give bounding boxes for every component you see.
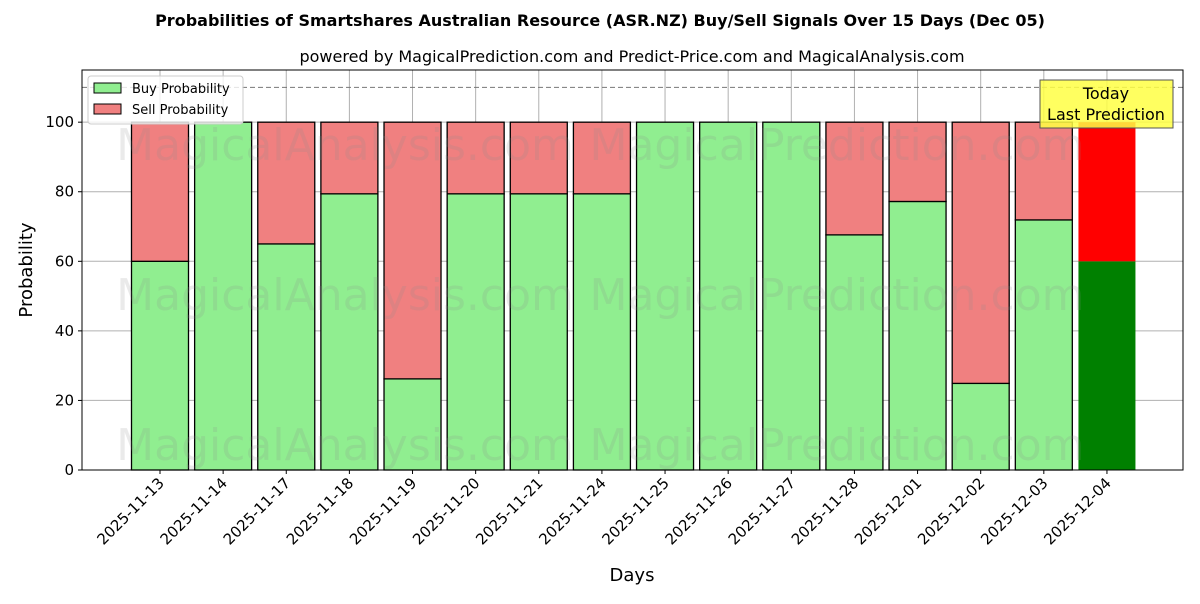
legend-sell-label: Sell Probability xyxy=(132,103,229,118)
legend: Buy Probability Sell Probability xyxy=(87,75,244,125)
watermark: MagicalAnalysis.com xyxy=(116,420,574,471)
y-tick-label: 40 xyxy=(55,322,74,340)
x-tick-label: 2025-12-03 xyxy=(977,474,1051,548)
x-tick-label: 2025-12-01 xyxy=(851,474,925,548)
legend-buy-label: Buy Probability xyxy=(132,82,230,97)
buy-bar xyxy=(1078,261,1136,470)
buy-bar xyxy=(699,121,758,471)
x-axis-label: Days xyxy=(610,565,655,586)
sell-bar xyxy=(383,121,442,380)
annotation-today: Today xyxy=(1082,84,1129,103)
today-annotation: Today Last Prediction xyxy=(1039,79,1174,129)
x-tick-label: 2025-11-17 xyxy=(220,474,294,548)
sell-bar xyxy=(951,121,1010,385)
x-tick-label: 2025-12-02 xyxy=(914,474,988,548)
buy-bar xyxy=(1014,219,1073,471)
sell-bar xyxy=(888,121,947,203)
sell-bar xyxy=(572,121,632,195)
buy-bar xyxy=(320,193,379,471)
sell-bar xyxy=(1078,122,1136,262)
watermark: MagicalPrediction.com xyxy=(590,270,1085,321)
x-tick-label: 2025-11-25 xyxy=(598,474,672,548)
buy-bar xyxy=(635,121,695,471)
x-tick-label: 2025-11-28 xyxy=(788,474,862,548)
sell-bar xyxy=(1014,121,1073,221)
x-tick-label: 2025-11-19 xyxy=(346,474,420,548)
buy-bar xyxy=(888,200,947,471)
plot-frame xyxy=(81,69,1184,471)
y-axis-label: Probability xyxy=(16,222,37,317)
buy-bar xyxy=(446,193,505,471)
sell-bar xyxy=(446,121,505,195)
x-tick-label: 2025-11-21 xyxy=(472,474,546,548)
buy-bar xyxy=(509,193,568,471)
buy-bar xyxy=(193,121,253,471)
x-tick-label: 2025-11-13 xyxy=(93,474,167,548)
buy-bar xyxy=(825,234,884,471)
x-tick-label: 2025-11-24 xyxy=(535,474,609,548)
watermark: MagicalAnalysis.com xyxy=(116,270,574,321)
x-tick-label: 2025-11-26 xyxy=(662,474,736,548)
sell-bar xyxy=(825,121,884,236)
chart-title: Probabilities of Smartshares Australian … xyxy=(155,11,1045,30)
x-tick-label: 2025-11-18 xyxy=(283,474,357,548)
watermark: MagicalAnalysis.com xyxy=(116,120,574,171)
buy-bar xyxy=(762,121,821,471)
sell-bar xyxy=(320,121,379,195)
x-tick-label: 2025-12-04 xyxy=(1040,474,1114,548)
y-tick-label: 80 xyxy=(55,183,74,201)
x-tick-label: 2025-11-27 xyxy=(725,474,799,548)
buy-bar xyxy=(572,193,632,471)
x-tick-label: 2025-11-14 xyxy=(157,474,231,548)
legend-sell-swatch xyxy=(93,103,122,115)
sell-bar xyxy=(130,121,190,262)
y-tick-label: 20 xyxy=(55,391,74,409)
y-tick-label: 0 xyxy=(64,461,74,479)
y-tick-label: 60 xyxy=(55,252,74,270)
y-tick-label: 100 xyxy=(45,113,74,131)
chart-subtitle: powered by MagicalPrediction.com and Pre… xyxy=(299,47,964,66)
buy-bar xyxy=(951,382,1010,471)
sell-bar xyxy=(509,121,568,195)
sell-bar xyxy=(257,121,316,245)
watermark: MagicalPrediction.com xyxy=(590,420,1085,471)
watermark: MagicalPrediction.com xyxy=(590,120,1085,171)
legend-buy-swatch xyxy=(93,82,122,94)
x-tick-label: 2025-11-20 xyxy=(409,474,483,548)
annotation-last-prediction: Last Prediction xyxy=(1047,105,1165,124)
